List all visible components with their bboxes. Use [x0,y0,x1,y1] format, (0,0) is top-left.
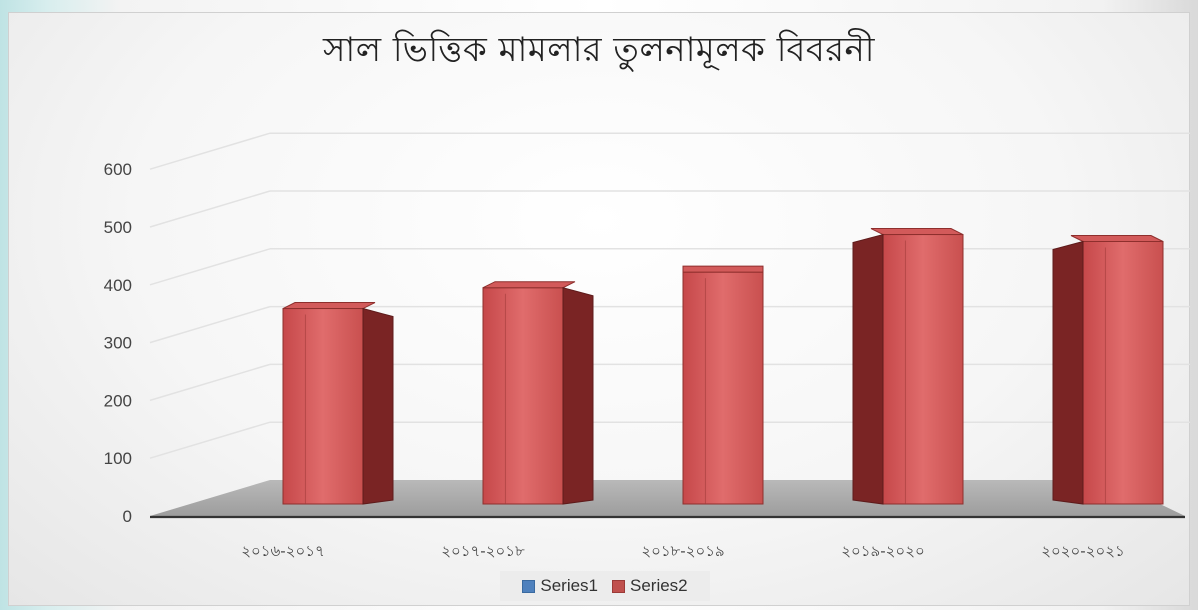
legend-swatch-series2 [612,579,625,593]
y-tick-label: 600 [104,160,132,179]
bar-top [870,228,964,236]
legend-item-series2: Series2 [612,576,688,596]
bar-top [482,281,576,289]
bar-side [852,233,884,505]
bar-front [882,234,964,505]
bar-front [1082,240,1164,505]
y-tick-label: 300 [104,334,132,353]
legend-swatch-series1 [522,579,536,593]
gridline-side [149,421,271,459]
bar-side [362,307,394,505]
gridline-side [149,190,271,228]
y-tick-label: 500 [104,218,132,237]
bar-top [1070,234,1164,242]
y-tick-label: 200 [104,391,132,410]
y-tick-label: 100 [104,449,132,468]
gridline-side [149,305,271,344]
chart-title: সাল ভিত্তিক মামলার তুলনামূলক বিবরনী [322,30,876,70]
y-tick-label: 400 [104,276,132,295]
bar-front [682,271,764,505]
y-tick-label: 0 [123,507,132,526]
x-tick-label: ২০১৮-২০১৯ [641,542,724,560]
bar-top [682,265,764,273]
gridline-side [149,132,271,170]
legend-item-series1: Series1 [522,576,598,596]
x-tick-label: ২০১৭-২০১৮ [441,542,525,560]
bar-front [282,308,364,505]
bar-front [482,287,564,505]
legend-label-series2: Series2 [630,576,688,595]
legend-label-series1: Series1 [540,576,598,595]
x-tick-label: ২০১৯-২০২০ [841,542,924,560]
x-tick-label: ২০২০-২০২১ [1041,542,1124,560]
bar-side [562,287,594,505]
legend: Series1 Series2 [500,571,710,601]
gridline-side [149,363,271,402]
gridline-side [149,248,271,286]
x-tick-label: ২০১৬-২০১৭ [241,542,324,560]
bar-top [282,302,376,310]
bar-side [1052,240,1084,505]
